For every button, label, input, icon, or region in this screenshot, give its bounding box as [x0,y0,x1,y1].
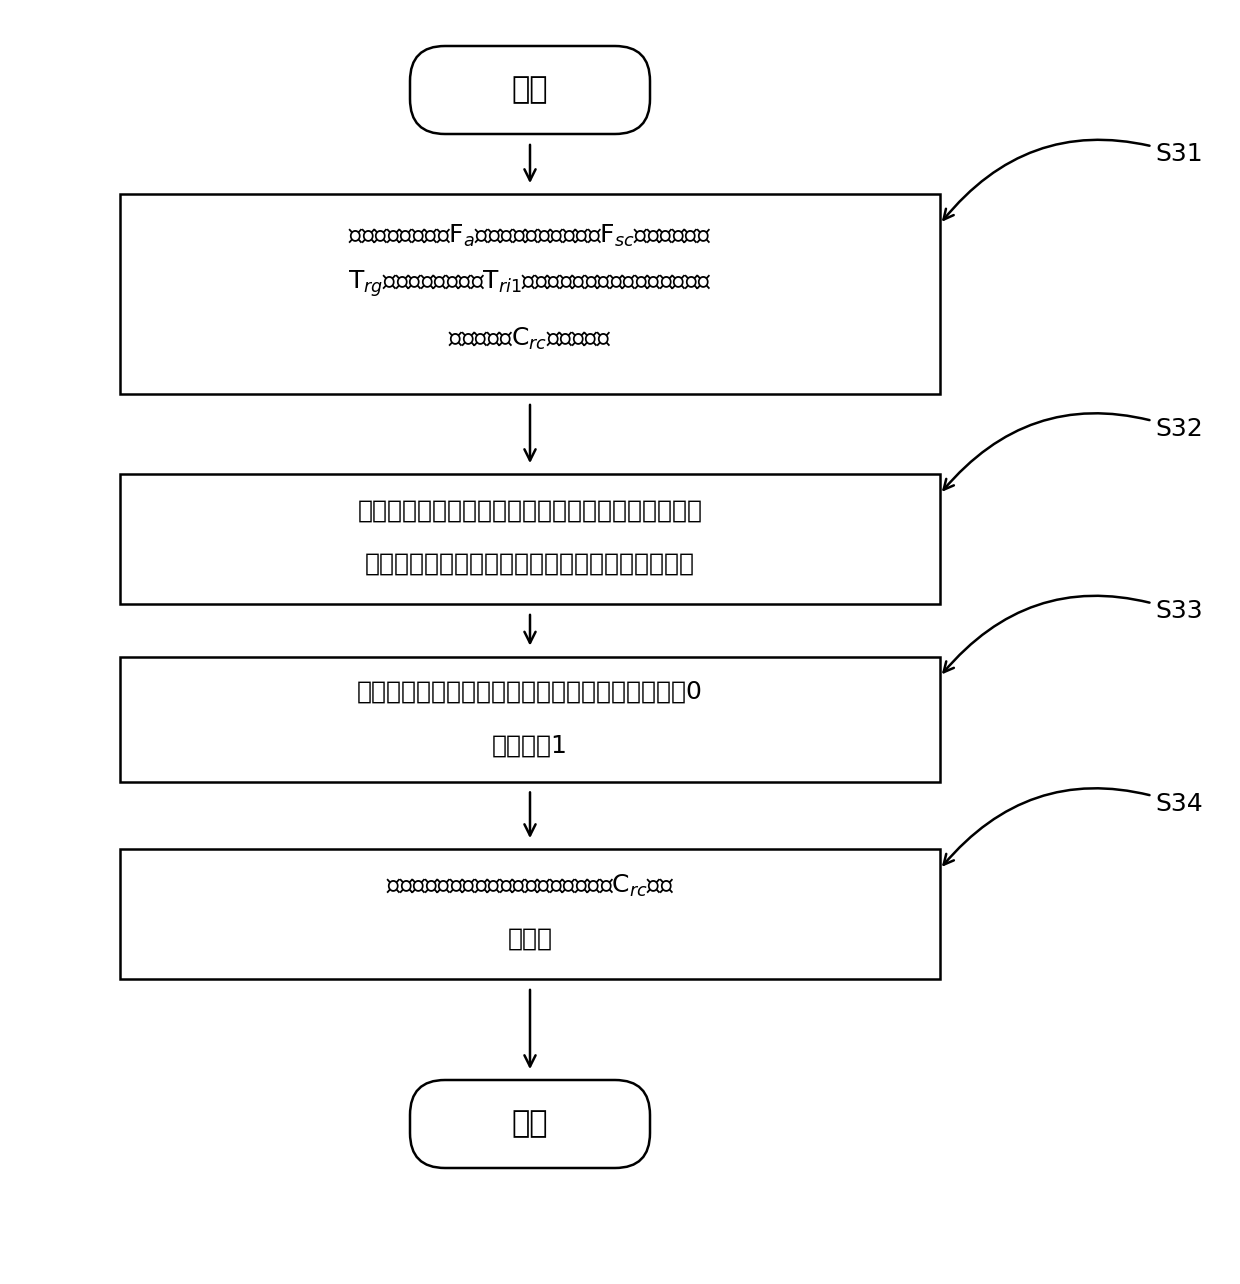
Text: 选择空气质量流量F$_a$、再生催化剂质量流量F$_{sc}$、再生器温度: 选择空气质量流量F$_a$、再生催化剂质量流量F$_{sc}$、再生器温度 [348,223,712,249]
Text: S34: S34 [944,788,1203,864]
Bar [120,474,940,603]
Bar [120,194,940,394]
Text: 对数据集进行归一化预处理，使每个变量的均值为0: 对数据集进行归一化预处理，使每个变量的均值为0 [357,681,703,704]
Text: 测模型: 测模型 [507,927,553,951]
Text: 结束: 结束 [512,1109,548,1139]
Text: 的的历史数据，获取输入变量和输出变量的数据集: 的的历史数据，获取输入变量和输出变量的数据集 [365,552,694,577]
Text: 基于催化裂化装置的参数化数学模型或实际测量获取: 基于催化裂化装置的参数化数学模型或实际测量获取 [357,499,703,523]
Text: S33: S33 [944,596,1203,673]
Bar [120,849,940,978]
Bar [120,656,940,782]
Text: T$_{rg}$和提升管出口温度T$_{ri1}$作为软测量模型的输入变量，再生: T$_{rg}$和提升管出口温度T$_{ri1}$作为软测量模型的输入变量，再生 [348,268,712,299]
Text: S31: S31 [944,140,1203,220]
Text: 基于软测量技术训练得到再生器焦炭含量C$_{rc}$的预: 基于软测量技术训练得到再生器焦炭含量C$_{rc}$的预 [386,873,675,899]
Text: 开始: 开始 [512,76,548,104]
FancyBboxPatch shape [410,1080,650,1168]
Text: 器焦炭含量C$_{rc}$为输出变量: 器焦炭含量C$_{rc}$为输出变量 [449,326,611,352]
FancyBboxPatch shape [410,46,650,134]
Text: S32: S32 [944,413,1203,489]
Text: ，方差为1: ，方差为1 [492,734,568,758]
